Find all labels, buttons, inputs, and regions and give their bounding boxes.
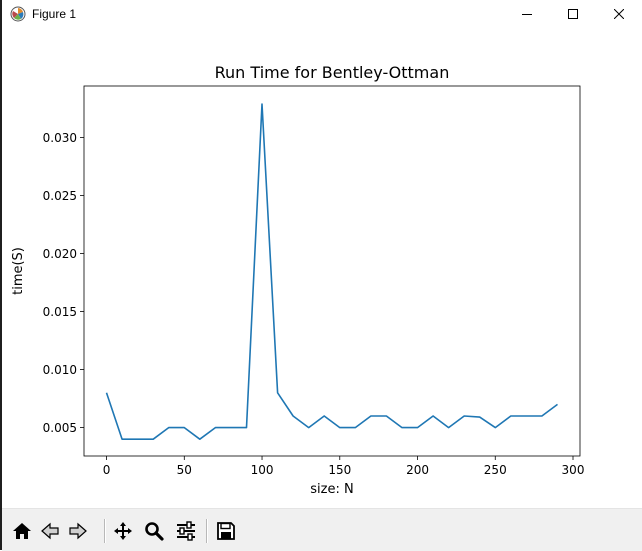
- x-tick-label: 100: [251, 463, 274, 477]
- save-button[interactable]: [212, 517, 240, 545]
- forward-button[interactable]: [64, 517, 92, 545]
- y-tick-label: 0.005: [43, 421, 77, 435]
- back-icon: [41, 522, 59, 540]
- forward-icon: [69, 522, 87, 540]
- configure-subplots-button[interactable]: [172, 517, 200, 545]
- line-chart: 0 50 100 150 200 250 300 0.005 0.010 0.015 0.020 0.…: [11, 63, 585, 497]
- y-tick-label: 0.020: [43, 247, 77, 261]
- y-tick-label: 0.025: [43, 189, 77, 203]
- navigation-toolbar: [2, 508, 642, 551]
- data-line: [105, 103, 558, 441]
- x-tick-label: 0: [103, 463, 111, 477]
- minimize-button[interactable]: [504, 0, 550, 28]
- pan-icon: [114, 522, 132, 540]
- x-axis-label: size: N: [310, 482, 353, 497]
- home-button[interactable]: [8, 517, 36, 545]
- toolbar-separator: [104, 519, 106, 543]
- matplotlib-logo-icon: [10, 6, 26, 22]
- y-tick-label: 0.010: [43, 363, 77, 377]
- zoom-button[interactable]: [140, 517, 168, 545]
- save-icon: [217, 522, 235, 540]
- pan-button[interactable]: [109, 517, 137, 545]
- maximize-button[interactable]: [550, 0, 596, 28]
- figure-canvas[interactable]: 0 50 100 150 200 250 300 0.005 0.010 0.015 0.020 0.…: [2, 28, 642, 508]
- y-tick-label: 0.015: [43, 305, 77, 319]
- window-titlebar[interactable]: Figure 1: [2, 0, 642, 28]
- x-tick-label: 250: [484, 463, 507, 477]
- x-tick-label: 150: [328, 463, 351, 477]
- desktop-edge: [0, 0, 2, 550]
- maximize-icon: [568, 9, 578, 19]
- chart-title: Run Time for Bentley-Ottman: [215, 63, 450, 82]
- window-title: Figure 1: [32, 7, 77, 21]
- y-axis-label: time(S): [11, 247, 26, 295]
- x-tick-label: 50: [177, 463, 192, 477]
- configure-subplots-icon: [177, 521, 195, 541]
- x-tick-label: 300: [562, 463, 585, 477]
- zoom-icon: [145, 522, 164, 541]
- back-button[interactable]: [36, 517, 64, 545]
- minimize-icon: [522, 14, 532, 15]
- home-icon: [13, 523, 31, 539]
- toolbar-separator: [206, 519, 208, 543]
- y-tick-label: 0.030: [43, 131, 77, 145]
- close-icon: [614, 9, 624, 19]
- axes-frame: [83, 85, 581, 457]
- x-tick-label: 200: [406, 463, 429, 477]
- close-button[interactable]: [596, 0, 642, 28]
